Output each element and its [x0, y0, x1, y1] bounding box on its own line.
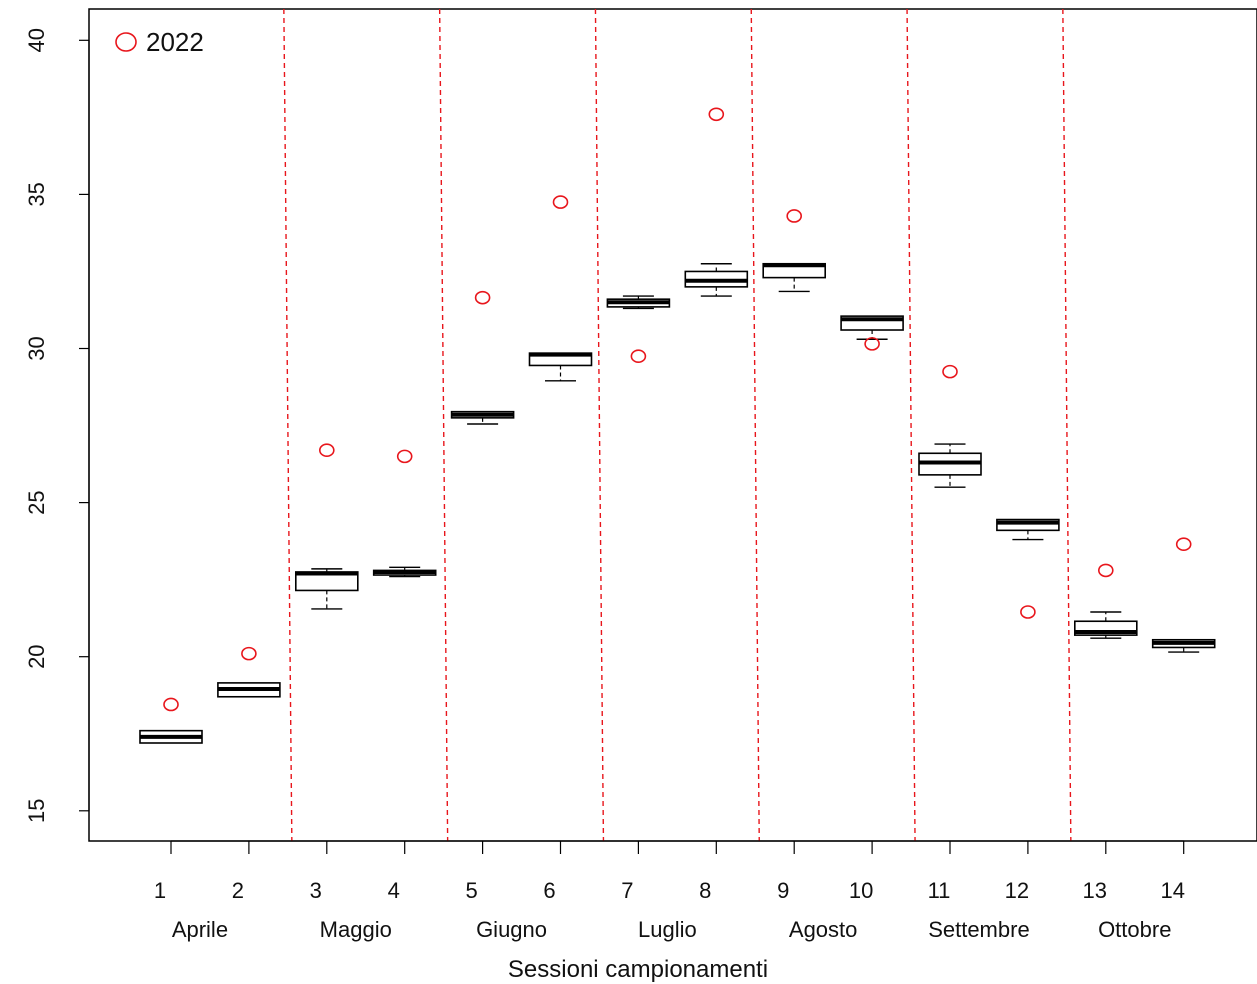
x-tick-label: 2: [232, 878, 244, 903]
y-tick-label: 35: [24, 182, 49, 206]
y-tick-label: 15: [24, 799, 49, 823]
month-separator: [906, 8, 916, 842]
point-2022: [163, 697, 179, 712]
point-2022: [864, 337, 880, 351]
month-separators: [283, 8, 1072, 842]
box-session-6: [528, 352, 593, 382]
box-session-1: [139, 729, 203, 744]
point-2022: [318, 443, 335, 458]
legend: 2022: [115, 27, 204, 57]
boxes-layer: [139, 262, 1216, 744]
x-axis-label: Sessioni campionamenti: [508, 956, 768, 983]
x-tick-label: 7: [621, 878, 633, 903]
x-axis: 1 2 3 4 5 6 7 8 9 10 11 12 13 14: [154, 840, 1185, 903]
month-separator: [750, 8, 760, 842]
month-label: Luglio: [638, 917, 697, 942]
box-session-4: [372, 566, 437, 578]
month-separator: [594, 8, 605, 842]
y-tick-label: 30: [24, 336, 49, 360]
box-session-10: [840, 315, 904, 340]
legend-label-2022: 2022: [146, 27, 204, 57]
x-tick-label: 4: [388, 878, 400, 903]
plot-frame: [88, 8, 1257, 842]
point-2022: [1175, 537, 1192, 552]
box-iqr: [996, 518, 1060, 532]
month-separator: [283, 8, 293, 842]
point-2022: [630, 349, 647, 364]
x-tick-label: 13: [1083, 878, 1107, 903]
y-tick-label: 20: [24, 644, 49, 668]
point-2022: [552, 195, 569, 209]
x-tick-label: 8: [699, 878, 711, 903]
point-2022: [241, 646, 257, 661]
x-tick-label: 5: [465, 878, 477, 903]
month-label: Giugno: [476, 917, 547, 942]
point-2022: [786, 209, 803, 223]
month-labels: Aprile Maggio Giugno Luglio Agosto Settembre O…: [172, 917, 1172, 942]
month-label: Settembre: [928, 917, 1030, 942]
box-session-7: [606, 295, 671, 310]
point-2022: [942, 364, 958, 379]
month-label: Maggio: [320, 917, 392, 942]
legend-marker-2022: [115, 32, 137, 52]
month-label: Agosto: [789, 917, 858, 942]
box-session-9: [762, 262, 827, 293]
box-session-8: [684, 263, 749, 297]
series-2022-points: [163, 107, 1192, 712]
box-session-5: [450, 410, 515, 425]
point-2022: [474, 290, 491, 305]
y-axis: 15 20 25 30 35 40: [24, 28, 90, 823]
box-session-13: [1074, 611, 1138, 639]
box-session-2: [217, 682, 281, 698]
point-2022: [1098, 563, 1114, 578]
point-2022: [708, 107, 725, 122]
month-label: Ottobre: [1098, 917, 1171, 942]
box-session-14: [1151, 638, 1216, 653]
x-tick-label: 11: [928, 878, 951, 903]
box-session-3: [294, 568, 359, 610]
y-tick-label: 25: [24, 490, 49, 514]
x-tick-label: 6: [543, 878, 555, 903]
x-tick-label: 9: [777, 878, 789, 903]
x-tick-label: 12: [1005, 878, 1029, 903]
y-tick-label: 40: [24, 28, 49, 52]
point-2022: [1020, 605, 1036, 619]
month-label: Aprile: [172, 917, 228, 942]
month-separator: [438, 8, 449, 842]
point-2022: [396, 449, 413, 464]
x-tick-label: 3: [310, 878, 322, 903]
x-tick-label: 14: [1160, 878, 1184, 903]
box-session-11: [918, 443, 982, 488]
x-tick-label: 1: [154, 878, 166, 903]
x-tick-label: 10: [849, 878, 873, 903]
box-session-12: [996, 518, 1060, 541]
month-separator: [1062, 8, 1072, 842]
